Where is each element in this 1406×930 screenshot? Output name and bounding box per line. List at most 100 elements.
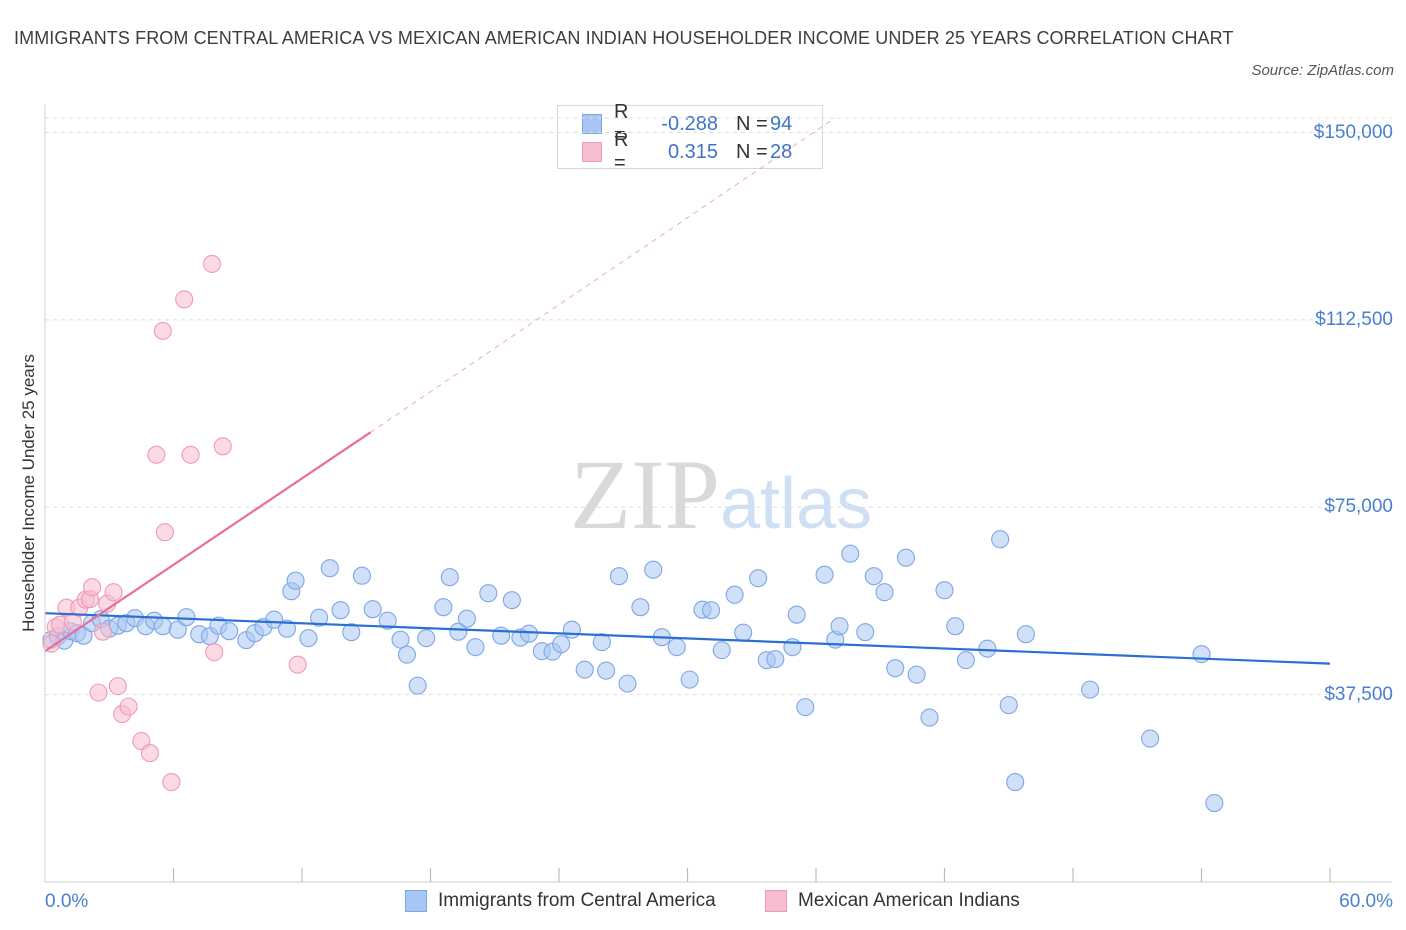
trend-line-central-america (44, 612, 1331, 665)
data-point-central-america (978, 639, 997, 658)
data-point-central-america (702, 601, 721, 620)
data-point-mexican-american-indian (140, 744, 159, 763)
data-point-central-america (575, 660, 594, 679)
blue-swatch (582, 114, 602, 134)
data-point-central-america (562, 620, 581, 639)
y-tick-label: $150,000 (1313, 121, 1393, 143)
data-point-central-america (896, 548, 916, 567)
data-point-mexican-american-indian (205, 643, 224, 662)
pink-swatch (582, 142, 602, 162)
legend-swatch-pink (765, 890, 787, 912)
data-point-central-america (286, 571, 305, 590)
data-point-central-america (434, 598, 453, 617)
data-point-central-america (680, 670, 699, 689)
data-point-central-america (440, 568, 459, 587)
data-point-central-america (787, 605, 806, 624)
data-point-central-america (479, 584, 498, 603)
data-point-central-america (856, 623, 875, 642)
data-point-central-america (618, 674, 637, 693)
data-point-central-america (397, 645, 416, 664)
data-point-central-america (457, 609, 476, 628)
data-point-mexican-american-indian (213, 437, 232, 456)
data-point-mexican-american-indian (93, 622, 112, 641)
data-point-central-america (749, 569, 768, 588)
data-point-central-america (1205, 794, 1224, 813)
data-point-central-america (408, 676, 427, 695)
data-point-central-america (391, 630, 410, 649)
data-point-central-america (631, 598, 650, 617)
legend-item-mexican-american-indians[interactable]: Mexican American Indians (765, 890, 1020, 912)
legend-label: Immigrants from Central America (438, 890, 716, 911)
data-point-mexican-american-indian (288, 655, 307, 674)
data-point-central-america (492, 626, 511, 645)
data-point-mexican-american-indian (155, 523, 174, 542)
data-point-central-america (1016, 625, 1035, 644)
data-point-central-america (363, 600, 382, 619)
data-point-mexican-american-indian (119, 697, 138, 716)
y-tick-label: $37,500 (1324, 683, 1393, 705)
legend-item-central-america[interactable]: Immigrants from Central America (405, 890, 716, 912)
data-point-central-america (466, 638, 485, 657)
data-point-central-america (725, 585, 744, 604)
data-point-central-america (417, 629, 436, 648)
data-point-central-america (552, 635, 571, 654)
data-point-central-america (592, 633, 611, 652)
data-point-central-america (1006, 773, 1025, 792)
data-point-central-america (352, 566, 372, 585)
trend-line-mexican-american-indians (44, 431, 372, 653)
data-point-central-america (712, 641, 731, 660)
data-point-central-america (875, 583, 894, 602)
data-point-central-america (310, 608, 329, 627)
data-point-central-america (177, 608, 196, 627)
x-tick-max: 60.0% (1339, 891, 1393, 912)
source-label: Source: ZipAtlas.com (1251, 62, 1394, 79)
data-point-mexican-american-indian (108, 677, 127, 696)
data-point-central-america (886, 659, 905, 678)
data-point-central-america (519, 624, 539, 643)
data-point-central-america (277, 619, 297, 638)
trend-line-extension (370, 117, 836, 433)
data-point-mexican-american-indian (203, 254, 222, 273)
data-point-central-america (74, 626, 93, 645)
stats-row-pink: R = 0.315 N = 28 (582, 129, 793, 174)
data-point-central-america (935, 581, 954, 600)
data-point-central-america (220, 622, 239, 641)
data-point-mexican-american-indian (42, 634, 61, 653)
data-point-central-america (449, 622, 468, 641)
n-label: N = (736, 140, 768, 163)
data-point-central-america (991, 530, 1010, 549)
data-point-central-america (644, 560, 663, 579)
data-point-central-america (502, 591, 521, 610)
legend-label: Mexican American Indians (798, 890, 1020, 911)
data-point-central-america (734, 623, 753, 642)
data-point-mexican-american-indian (104, 583, 123, 602)
r-value: 0.315 (667, 140, 718, 163)
watermark-atlas: atlas (720, 464, 872, 544)
data-point-central-america (342, 623, 361, 642)
r-label: R = (614, 129, 629, 174)
data-point-central-america (956, 651, 975, 670)
y-tick-label: $75,000 (1324, 496, 1393, 518)
x-tick-min: 0.0% (45, 891, 89, 912)
data-point-central-america (597, 661, 616, 680)
data-point-central-america (153, 617, 172, 636)
data-point-central-america (796, 698, 815, 717)
data-point-central-america (299, 629, 318, 648)
y-tick-label: $112,500 (1315, 308, 1393, 330)
data-point-central-america (864, 567, 883, 586)
data-point-central-america (320, 559, 339, 578)
data-point-central-america (830, 617, 849, 636)
data-point-central-america (667, 638, 686, 657)
data-point-mexican-american-indian (175, 290, 194, 309)
data-point-mexican-american-indian (162, 773, 181, 792)
data-point-central-america (378, 611, 397, 630)
data-point-central-america (999, 696, 1018, 715)
data-point-central-america (841, 544, 860, 563)
data-point-mexican-american-indian (153, 321, 172, 340)
n-value: 28 (770, 140, 793, 163)
data-point-central-america (920, 708, 939, 727)
data-point-central-america (1081, 680, 1100, 699)
data-point-central-america (1192, 645, 1211, 664)
watermark-zip: ZIP (570, 439, 720, 550)
